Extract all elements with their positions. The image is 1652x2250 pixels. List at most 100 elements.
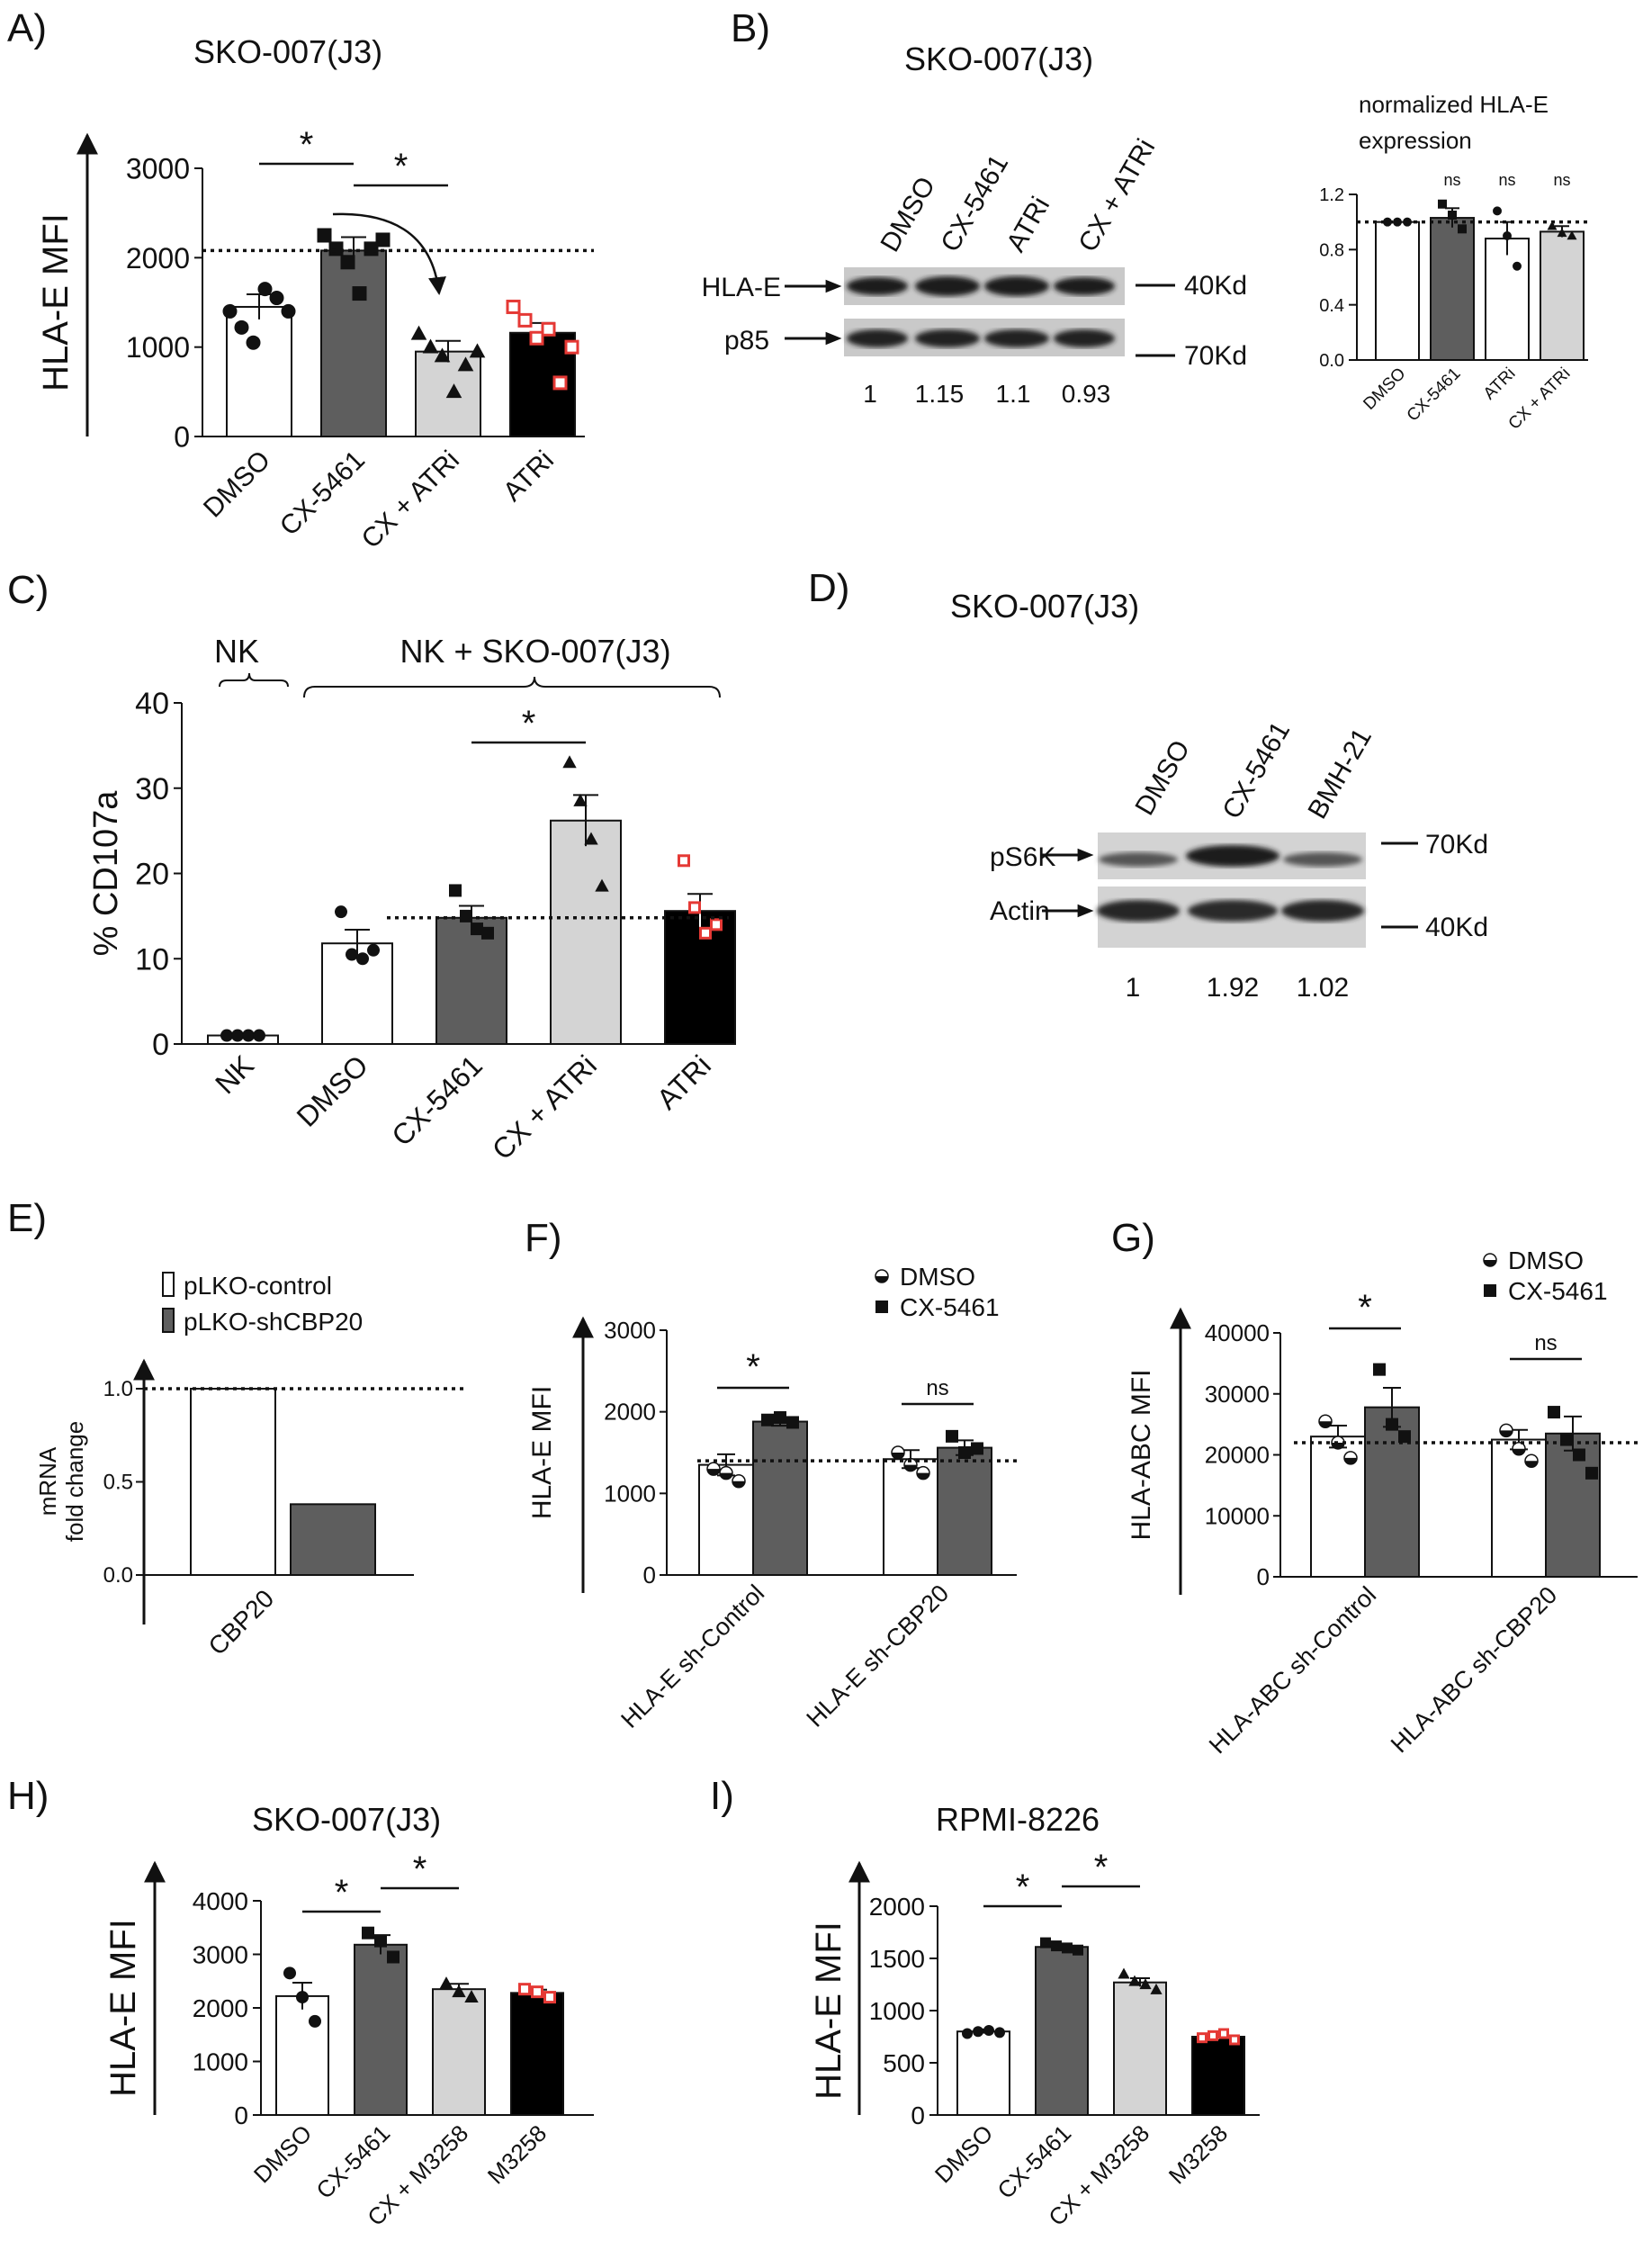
y-axis-label: % CD107a <box>87 790 125 957</box>
y-tick-label: 4000 <box>193 1887 248 1915</box>
bar <box>1035 1946 1089 2116</box>
y-tick-label: 30 <box>135 772 169 806</box>
y-tick-label: 40000 <box>1205 1319 1270 1346</box>
data-point <box>1118 1967 1130 1979</box>
data-point <box>958 1446 971 1459</box>
data-point <box>1585 1466 1598 1480</box>
data-point <box>445 383 462 399</box>
legend-label: DMSO <box>900 1263 975 1291</box>
blot-b-band <box>984 276 1049 296</box>
panel-d-blot: DMSO CX-5461 BMH-21 pS6K Actin 70Kd 40Kd… <box>990 716 1488 1003</box>
panel-i-letter: I) <box>710 1774 734 1818</box>
bar <box>1430 217 1475 361</box>
blot-d-band-label: Actin <box>990 896 1050 926</box>
data-point <box>518 1983 531 1996</box>
bar <box>1540 230 1585 361</box>
blot-d-quant: 1 <box>1126 973 1141 1003</box>
x-category-label: ATRi <box>1480 364 1520 404</box>
data-point <box>1513 261 1522 271</box>
bar <box>956 2030 1010 2116</box>
panel-c-brackets <box>219 672 721 698</box>
data-point <box>962 2028 973 2039</box>
y-tick-label: 0 <box>152 1028 169 1062</box>
panel-a-letter: A) <box>7 6 47 50</box>
blot-b-quant: 0.93 <box>1062 380 1111 408</box>
panel-i-title: RPMI-8226 <box>936 1801 1100 1838</box>
y-tick-label: 1500 <box>869 1945 925 1973</box>
data-point-half <box>1319 1421 1332 1428</box>
data-point <box>375 232 391 248</box>
y-tick-label: 3000 <box>126 153 190 185</box>
y-tick-label: 2000 <box>126 242 190 274</box>
y-tick-label: 3000 <box>193 1941 248 1969</box>
data-point <box>517 312 533 328</box>
nk-bracket <box>219 672 289 688</box>
data-point <box>541 321 556 337</box>
data-point <box>222 303 238 319</box>
data-point <box>761 1413 774 1426</box>
data-point <box>1458 224 1467 234</box>
blot-b-quant: 1.1 <box>996 380 1031 408</box>
data-point <box>688 901 701 914</box>
data-point <box>562 755 577 769</box>
bar <box>752 1420 808 1576</box>
bar <box>275 1994 329 2116</box>
y-tick-label: 0.4 <box>1319 296 1344 316</box>
bar <box>190 1388 276 1576</box>
x-category-label: CX + ATRi <box>486 1048 603 1166</box>
data-point <box>464 1990 479 2003</box>
blot-d-band <box>1283 852 1362 867</box>
y-tick-label: 40 <box>135 687 169 721</box>
y-tick-label: 0 <box>1257 1563 1270 1590</box>
data-point <box>253 1029 265 1042</box>
significance-label: * <box>1094 1848 1109 1887</box>
bar <box>1485 238 1530 362</box>
blot-b-band <box>984 329 1049 347</box>
data-point-half <box>1513 1448 1525 1455</box>
data-point <box>410 325 427 340</box>
data-point <box>946 1429 958 1443</box>
legend-swatch <box>162 1308 175 1333</box>
data-point <box>1051 1940 1062 1952</box>
data-point <box>1150 1983 1163 1994</box>
y-tick-label: 0 <box>234 2102 248 2129</box>
data-point <box>1197 2032 1208 2044</box>
blot-b-band-label: HLA-E <box>702 273 781 302</box>
panel-b2-title-line2: expression <box>1359 127 1472 154</box>
data-point <box>374 1934 387 1948</box>
x-category-label: ATRi <box>651 1048 717 1115</box>
x-category-label: DMSO <box>929 2120 998 2188</box>
blot-d-quant: 1.92 <box>1207 973 1259 1003</box>
data-point-half <box>732 1480 745 1488</box>
y-tick-label: 10 <box>135 942 169 976</box>
blot-d-quant: 1.02 <box>1297 973 1349 1003</box>
data-point <box>1567 230 1577 240</box>
data-point <box>971 1442 983 1455</box>
y-tick-label: 10000 <box>1205 1502 1270 1529</box>
data-point <box>875 1300 888 1313</box>
blot-d-band <box>1188 900 1278 922</box>
significance-label: ns <box>1443 171 1460 189</box>
y-tick-label: 0.0 <box>103 1563 133 1588</box>
data-point <box>1398 1430 1411 1444</box>
data-point <box>1386 1418 1398 1431</box>
data-point <box>335 905 347 919</box>
panel-b2-title-line1: normalized HLA-E <box>1359 91 1549 118</box>
data-point <box>352 286 367 302</box>
blot-b-band <box>915 329 980 347</box>
y-tick-label: 1.0 <box>103 1377 133 1401</box>
x-category-label: HLA-ABC sh-Control <box>1204 1581 1381 1759</box>
y-axis-label: mRNA <box>34 1446 61 1516</box>
data-point <box>362 1926 374 1940</box>
x-category-label: CBP20 <box>203 1584 280 1660</box>
data-point <box>1493 206 1502 216</box>
data-point <box>552 375 568 391</box>
legend-label: CX-5461 <box>1508 1277 1608 1305</box>
blot-b-quant: 1 <box>863 380 877 408</box>
significance-label: * <box>1358 1288 1372 1328</box>
panel-a-curved-arrow <box>332 212 446 295</box>
panel-c-letter: C) <box>7 568 49 612</box>
data-point <box>529 330 544 346</box>
data-point <box>296 1991 309 2004</box>
